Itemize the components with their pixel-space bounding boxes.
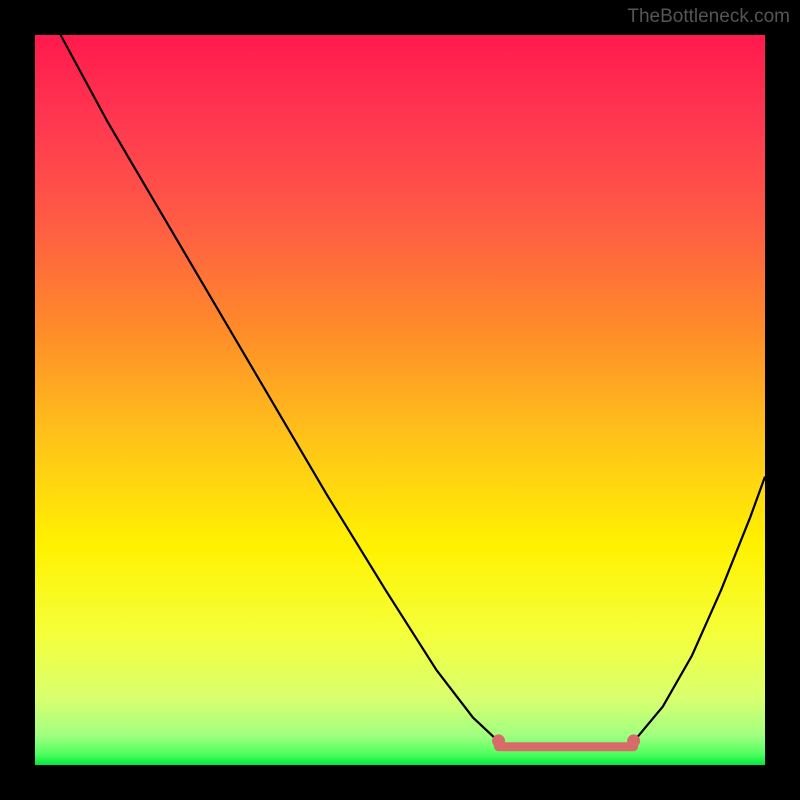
chart-plot-area [35,35,765,765]
watermark-text: TheBottleneck.com [627,6,790,28]
bottleneck-curve [35,35,765,765]
